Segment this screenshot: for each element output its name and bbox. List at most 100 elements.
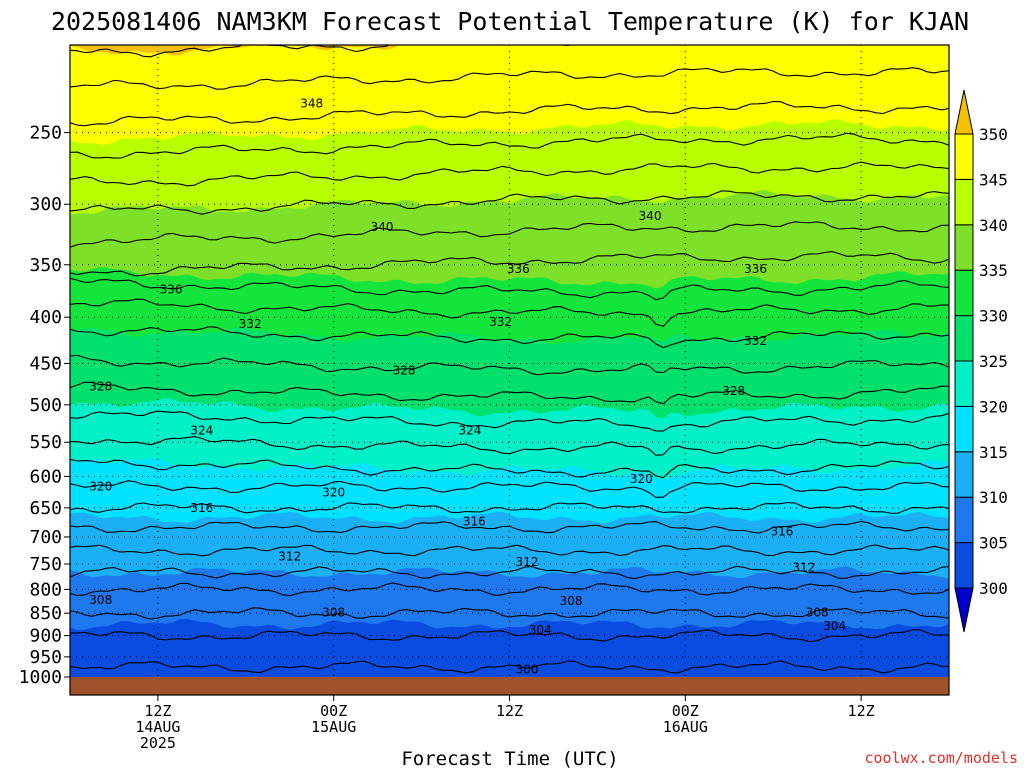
isentrope-312 [70,544,949,557]
credit-text: coolwx.com/models [864,749,1018,767]
contour-label: 340 [371,220,394,234]
x-axis-title: Forecast Time (UTC) [401,748,618,768]
y-tick-label: 250 [29,123,62,144]
colorbar-tick-label: 310 [979,488,1008,507]
y-tick-label: 800 [29,579,62,600]
colorbar-tick-label: 320 [979,397,1008,416]
colorbar-swatch [954,224,974,271]
y-tick-label: 300 [29,194,62,215]
x-tick-label: 15AUG [311,718,356,736]
isentrope-306 [70,607,949,620]
chart-title: 2025081406 NAM3KM Forecast Potential Tem… [51,7,969,36]
contour-label: 312 [278,550,301,564]
colorbar-swatch [954,360,974,407]
isentrope-328 [70,354,949,376]
colorbar-extend-bottom [954,587,974,633]
isentrope-332 [70,298,949,327]
colorbar-tick-label: 325 [979,352,1008,371]
isentrope-342 [70,161,949,187]
band-below-305 [70,618,949,695]
isentrope-308 [70,582,949,597]
x-tick-label: 14AUG [135,718,180,736]
contour-label: 316 [190,501,213,515]
theta-filled-bands [70,45,949,695]
isentrope-350 [70,45,573,58]
y-axis: 2503003504004505005506006507007508008509… [19,123,70,688]
y-tick-label: 650 [29,498,62,519]
contour-label: 320 [89,480,112,494]
contour-label: 328 [393,363,416,377]
colorbar-tick-label: 340 [979,216,1008,235]
x-tick-label: 16AUG [663,718,708,736]
contour-label: 324 [190,424,213,438]
colorbar-swatch [954,451,974,498]
contour-label: 304 [529,623,552,637]
isentrope-318 [70,480,949,498]
contour-label: 336 [507,262,530,276]
x-tick-label: 2025 [140,734,176,752]
isentrope-310 [70,565,949,580]
colorbar-extend-top [954,89,974,135]
colorbar-swatch [954,178,974,226]
colorbar-tick-label: 350 [979,125,1008,144]
contour-label: 332 [239,317,262,331]
colorbar-tick-label: 345 [979,170,1008,189]
colorbar-swatch [954,315,974,362]
contour-label: 340 [639,209,662,223]
colorbar-tick-label: 315 [979,443,1008,462]
x-tick-label: 12Z [848,702,875,720]
contour-label: 316 [463,514,486,528]
colorbar-swatch [954,542,974,589]
grid [70,45,949,695]
contour-label: 312 [516,555,539,569]
colorbar-tick-label: 335 [979,261,1008,280]
colorbar-tick-label: 330 [979,307,1008,326]
colorbar: 300 305 310 315 320 325 330 335 340 345 350 [954,89,1008,633]
contour-label: 320 [630,472,653,486]
colorbar-swatch [954,496,974,544]
isentrope-344 [70,132,949,159]
colorbar-tick-label: 300 [979,579,1008,598]
isentrope-302 [70,660,949,674]
contour-label: 328 [722,384,745,398]
contour-label: 332 [489,315,512,329]
y-tick-label: 1000 [19,667,62,688]
x-tick-label: 00Z [320,702,347,720]
x-tick-label: 00Z [672,702,699,720]
y-tick-label: 500 [29,395,62,416]
y-tick-label: 750 [29,554,62,575]
contour-label: 308 [560,594,583,608]
y-tick-label: 550 [29,432,62,453]
y-tick-label: 450 [29,353,62,374]
isentrope-316 [70,501,949,514]
y-tick-label: 400 [29,307,62,328]
contour-label: 316 [771,524,794,538]
y-tick-label: 900 [29,626,62,647]
contour-label: 332 [744,334,767,348]
x-tick-label: 12Z [496,702,523,720]
y-tick-label: 950 [29,647,62,668]
contour-label: 308 [322,606,345,620]
x-tick-label: 12Z [144,702,171,720]
isentrope-338 [70,221,949,248]
isentrope-336 [70,251,949,277]
contour-label: 348 [300,96,323,110]
contour-label: 336 [744,262,767,276]
contour-label: 324 [458,424,481,438]
colorbar-swatch [954,405,974,453]
isentrope-334 [70,277,949,301]
ground [70,677,949,695]
colorbar-swatch [954,133,974,180]
contour-label: 312 [793,561,816,575]
isentrope-314 [70,520,949,534]
colorbar-swatch [954,269,974,317]
contour-label: 320 [322,485,345,499]
contour-label: 304 [823,619,846,633]
colorbar-tick-label: 305 [979,534,1008,553]
ground-bar [70,677,949,695]
contour-label: 328 [89,379,112,393]
contour-label: 336 [160,283,183,297]
isentrope-326 [70,381,949,405]
y-tick-label: 700 [29,527,62,548]
